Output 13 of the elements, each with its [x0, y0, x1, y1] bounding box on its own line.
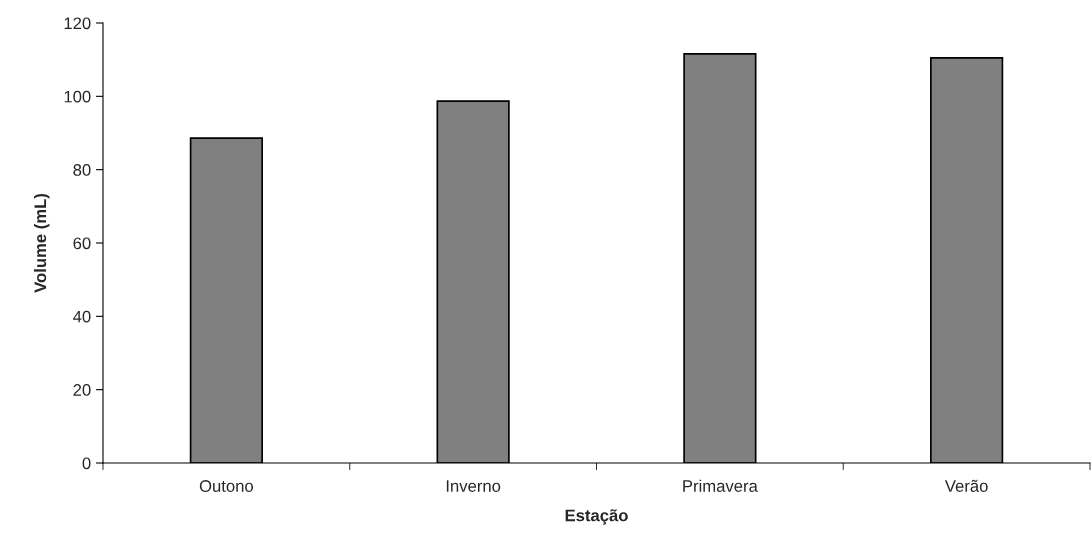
x-tick-label: Verão — [944, 479, 988, 492]
y-tick-label: 120 — [64, 17, 91, 30]
y-tick-label: 40 — [73, 310, 91, 323]
x-tick-label: Outono — [199, 480, 254, 492]
x-tick-label: Inverno — [446, 480, 501, 492]
x-axis-title: Estação — [565, 509, 628, 525]
x-tick-label: Primavera — [683, 479, 758, 492]
y-tick-label: 20 — [73, 384, 91, 396]
y-axis-title: Volume (mL) — [33, 193, 50, 293]
y-tick-label: 80 — [73, 164, 91, 176]
y-tick-label: 60 — [73, 237, 91, 250]
y-tick-label: 100 — [64, 90, 91, 103]
y-tick-label: 0 — [82, 457, 91, 470]
